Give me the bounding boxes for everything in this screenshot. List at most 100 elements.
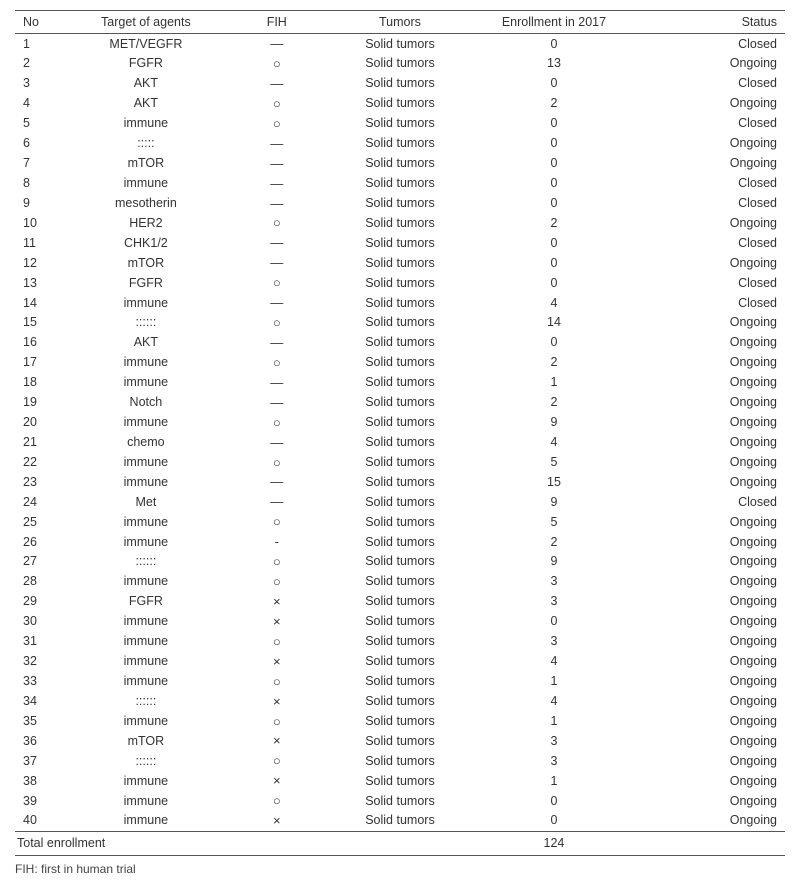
cell-tumors: Solid tumors [323, 771, 477, 791]
cell-tumors: Solid tumors [323, 154, 477, 174]
table-row: 7mTOR—Solid tumors0Ongoing [15, 154, 785, 174]
table-row: 30immune×Solid tumors0Ongoing [15, 612, 785, 632]
cell-enroll: 3 [477, 592, 631, 612]
cell-no: 5 [15, 114, 61, 134]
cell-no: 28 [15, 572, 61, 592]
cell-enroll: 1 [477, 771, 631, 791]
cell-no: 10 [15, 213, 61, 233]
cell-target: chemo [61, 432, 230, 452]
table-row: 10HER2○Solid tumors2Ongoing [15, 213, 785, 233]
table-row: 32immune×Solid tumors4Ongoing [15, 652, 785, 672]
cell-status: Closed [631, 173, 785, 193]
table-row: 23immune—Solid tumors15Ongoing [15, 472, 785, 492]
cell-target: immune [61, 413, 230, 433]
cell-target: immune [61, 373, 230, 393]
cell-fih: — [231, 34, 323, 54]
cell-target: immune [61, 472, 230, 492]
cell-status: Closed [631, 273, 785, 293]
cell-status: Ongoing [631, 632, 785, 652]
total-row: Total enrollment 124 [15, 831, 785, 855]
cell-fih: — [231, 253, 323, 273]
cell-no: 14 [15, 293, 61, 313]
cell-tumors: Solid tumors [323, 492, 477, 512]
cell-status: Closed [631, 293, 785, 313]
cell-no: 39 [15, 791, 61, 811]
cell-fih: — [231, 373, 323, 393]
cell-enroll: 1 [477, 672, 631, 692]
table-row: 16AKT—Solid tumors0Ongoing [15, 333, 785, 353]
table-row: 8immune—Solid tumors0Closed [15, 173, 785, 193]
cell-status: Closed [631, 193, 785, 213]
cell-no: 18 [15, 373, 61, 393]
cell-fih: × [231, 731, 323, 751]
cell-target: immune [61, 532, 230, 552]
table-row: 18immune—Solid tumors1Ongoing [15, 373, 785, 393]
cell-status: Ongoing [631, 253, 785, 273]
cell-enroll: 2 [477, 532, 631, 552]
table-row: 39immune○Solid tumors0Ongoing [15, 791, 785, 811]
table-row: 2FGFR○Solid tumors13Ongoing [15, 54, 785, 74]
cell-target: immune [61, 173, 230, 193]
cell-fih: ○ [231, 114, 323, 134]
cell-enroll: 5 [477, 452, 631, 472]
cell-no: 29 [15, 592, 61, 612]
cell-fih: × [231, 691, 323, 711]
cell-no: 4 [15, 94, 61, 114]
cell-fih: ○ [231, 54, 323, 74]
cell-status: Ongoing [631, 612, 785, 632]
cell-tumors: Solid tumors [323, 632, 477, 652]
cell-no: 22 [15, 452, 61, 472]
cell-status: Ongoing [631, 94, 785, 114]
cell-status: Ongoing [631, 791, 785, 811]
cell-fih: — [231, 393, 323, 413]
cell-enroll: 3 [477, 731, 631, 751]
cell-enroll: 15 [477, 472, 631, 492]
cell-no: 27 [15, 552, 61, 572]
cell-target: immune [61, 114, 230, 134]
cell-fih: — [231, 432, 323, 452]
cell-no: 19 [15, 393, 61, 413]
cell-fih: — [231, 293, 323, 313]
cell-target: mTOR [61, 253, 230, 273]
cell-tumors: Solid tumors [323, 273, 477, 293]
cell-target: immune [61, 672, 230, 692]
cell-fih: ○ [231, 313, 323, 333]
cell-tumors: Solid tumors [323, 572, 477, 592]
cell-status: Ongoing [631, 711, 785, 731]
cell-tumors: Solid tumors [323, 134, 477, 154]
table-row: 35immune○Solid tumors1Ongoing [15, 711, 785, 731]
cell-tumors: Solid tumors [323, 114, 477, 134]
cell-enroll: 4 [477, 652, 631, 672]
cell-target: :::::: [61, 552, 230, 572]
cell-enroll: 0 [477, 791, 631, 811]
cell-status: Ongoing [631, 134, 785, 154]
cell-status: Closed [631, 74, 785, 94]
table-row: 17immune○Solid tumors2Ongoing [15, 353, 785, 373]
cell-enroll: 9 [477, 492, 631, 512]
cell-status: Ongoing [631, 672, 785, 692]
cell-enroll: 4 [477, 293, 631, 313]
total-label: Total enrollment [15, 831, 477, 855]
cell-enroll: 0 [477, 612, 631, 632]
table-row: 14immune—Solid tumors4Closed [15, 293, 785, 313]
cell-tumors: Solid tumors [323, 532, 477, 552]
table-row: 38immune×Solid tumors1Ongoing [15, 771, 785, 791]
cell-tumors: Solid tumors [323, 233, 477, 253]
cell-status: Ongoing [631, 333, 785, 353]
cell-status: Ongoing [631, 353, 785, 373]
cell-status: Ongoing [631, 552, 785, 572]
cell-no: 1 [15, 34, 61, 54]
cell-fih: ○ [231, 632, 323, 652]
cell-tumors: Solid tumors [323, 94, 477, 114]
table-row: 27::::::○Solid tumors9Ongoing [15, 552, 785, 572]
cell-fih: — [231, 492, 323, 512]
cell-tumors: Solid tumors [323, 54, 477, 74]
cell-enroll: 14 [477, 313, 631, 333]
cell-fih: ○ [231, 94, 323, 114]
cell-status: Ongoing [631, 652, 785, 672]
cell-status: Ongoing [631, 572, 785, 592]
cell-status: Ongoing [631, 432, 785, 452]
table-header-row: No Target of agents FIH Tumors Enrollmen… [15, 11, 785, 34]
cell-tumors: Solid tumors [323, 552, 477, 572]
cell-target: :::::: [61, 313, 230, 333]
